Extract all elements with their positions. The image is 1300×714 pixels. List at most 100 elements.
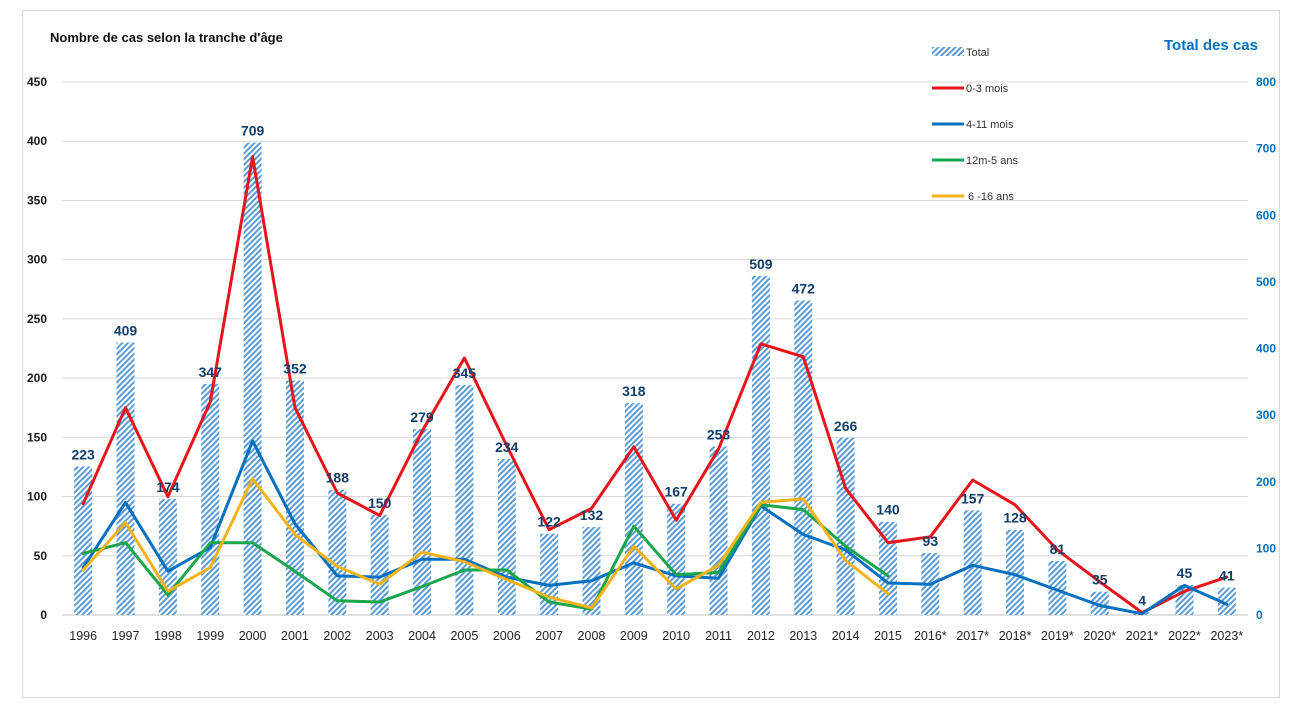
- y-right-tick-label: 700: [1256, 142, 1276, 156]
- bar-data-label: 174: [156, 479, 180, 495]
- bar-total: [1090, 591, 1109, 615]
- legend-label-12m-5-ans: 12m-5 ans: [966, 155, 1018, 167]
- x-tick-label: 2023*: [1210, 629, 1243, 643]
- bar-total: [709, 446, 728, 615]
- bar-data-label: 266: [834, 418, 858, 434]
- x-tick-label: 2002: [323, 629, 351, 643]
- bar-data-label: 128: [1003, 510, 1027, 526]
- bar-total: [370, 515, 389, 615]
- bar-total: [328, 489, 347, 615]
- chart-frame: [22, 10, 1280, 698]
- y-right-tick-label: 800: [1256, 75, 1276, 89]
- x-tick-label: 2018*: [999, 629, 1032, 643]
- bar-data-label: 132: [580, 507, 604, 523]
- y-right-tick-label: 500: [1256, 275, 1276, 289]
- bar-total: [1217, 587, 1236, 615]
- bar-data-label: 318: [622, 383, 646, 399]
- x-tick-label: 2010: [662, 629, 690, 643]
- bar-data-label: 234: [495, 439, 519, 455]
- bar-data-label: 223: [71, 446, 95, 462]
- bar-total: [285, 380, 304, 615]
- y-left-tick-label: 150: [27, 430, 47, 444]
- bar-total: [794, 300, 813, 615]
- series-line-0-3-mois: [81, 155, 1229, 615]
- grid-lines: [62, 81, 1248, 616]
- bar-data-label: 409: [114, 323, 138, 339]
- bar-data-label: 93: [923, 533, 939, 549]
- bar-total: [836, 437, 855, 615]
- x-tick-label: 2003: [366, 629, 394, 643]
- bar-data-label: 140: [876, 502, 900, 518]
- x-tick-label: 2016*: [914, 629, 947, 643]
- bar-total: [1006, 529, 1025, 615]
- bar-data-label: 709: [241, 123, 265, 139]
- x-tick-label: 2020*: [1083, 629, 1116, 643]
- x-tick-label: 2019*: [1041, 629, 1074, 643]
- bar-data-label: 279: [410, 409, 434, 425]
- bar-total: [158, 499, 177, 615]
- series-line-6-16-ans: [81, 477, 890, 610]
- data-labels: 223 409 174 347 709 352 188 150 279 345 234 122 132 3…: [71, 123, 1234, 609]
- x-tick-label: 2011: [705, 629, 732, 643]
- x-tick-label: 2014: [832, 629, 860, 643]
- bar-total: [116, 342, 135, 615]
- x-tick-label: 2008: [578, 629, 606, 643]
- legend-label-6-16-ans: 6 -16 ans: [968, 191, 1014, 203]
- y-left-tick-label: 50: [34, 549, 48, 563]
- bar-data-label: 188: [326, 470, 350, 486]
- x-tick-label: 1996: [69, 629, 97, 643]
- axes: 0501001502002503003504004500100200300400…: [27, 75, 1276, 643]
- y-right-tick-label: 100: [1256, 541, 1276, 555]
- series-lines: [81, 155, 1229, 616]
- x-tick-label: 2009: [620, 629, 648, 643]
- bar-data-label: 150: [368, 495, 392, 511]
- bar-data-label: 509: [749, 256, 773, 272]
- x-tick-label: 1999: [196, 629, 224, 643]
- bar-total: [497, 459, 516, 615]
- y-left-tick-label: 450: [27, 75, 47, 89]
- bar-data-label: 45: [1177, 565, 1193, 581]
- legend-swatch-total: [932, 47, 964, 56]
- y-left-tick-label: 400: [27, 134, 47, 148]
- bar-data-label: 35: [1092, 572, 1108, 588]
- bar-total: [751, 275, 770, 615]
- x-tick-label: 1997: [112, 629, 140, 643]
- bar-total: [582, 527, 601, 615]
- x-tick-label: 2005: [450, 629, 478, 643]
- bar-data-label: 122: [537, 514, 561, 530]
- bar-data-label: 345: [453, 365, 477, 381]
- bar-total: [413, 429, 432, 615]
- x-tick-label: 2000: [239, 629, 267, 643]
- y-left-tick-label: 0: [40, 608, 47, 622]
- bar-data-label: 472: [792, 281, 816, 297]
- y-right-tick-label: 0: [1256, 608, 1263, 622]
- y-left-tick-label: 350: [27, 193, 47, 207]
- legend-label-4-11-mois: 4-11 mois: [966, 119, 1014, 131]
- chart-title-left: Nombre de cas selon la tranche d'âge: [50, 30, 283, 45]
- y-right-tick-label: 600: [1256, 208, 1276, 222]
- bar-total: [1048, 561, 1067, 615]
- x-tick-label: 2015: [874, 629, 902, 643]
- bar-data-label: 157: [961, 490, 985, 506]
- bar-data-label: 352: [283, 360, 307, 376]
- x-tick-label: 2004: [408, 629, 436, 643]
- bar-total: [74, 466, 93, 615]
- legend: Total 0-3 mois 4-11 mois 12m-5 ans 6 -16…: [932, 47, 1018, 203]
- y-left-tick-label: 250: [27, 312, 47, 326]
- x-tick-label: 2017*: [956, 629, 989, 643]
- bar-total: [963, 510, 982, 615]
- bar-total: [624, 403, 643, 615]
- y-right-tick-label: 200: [1256, 475, 1276, 489]
- chart-title-right: Total des cas: [1164, 37, 1258, 54]
- x-tick-label: 2012: [747, 629, 775, 643]
- x-tick-label: 1998: [154, 629, 182, 643]
- x-tick-label: 2006: [493, 629, 521, 643]
- x-tick-label: 2022*: [1168, 629, 1201, 643]
- bar-data-label: 4: [1138, 592, 1146, 608]
- bar-data-label: 81: [1050, 541, 1066, 557]
- x-tick-label: 2007: [535, 629, 563, 643]
- bar-data-label: 347: [199, 364, 223, 380]
- y-left-tick-label: 100: [27, 490, 47, 504]
- legend-label-0-3-mois: 0-3 mois: [966, 83, 1009, 95]
